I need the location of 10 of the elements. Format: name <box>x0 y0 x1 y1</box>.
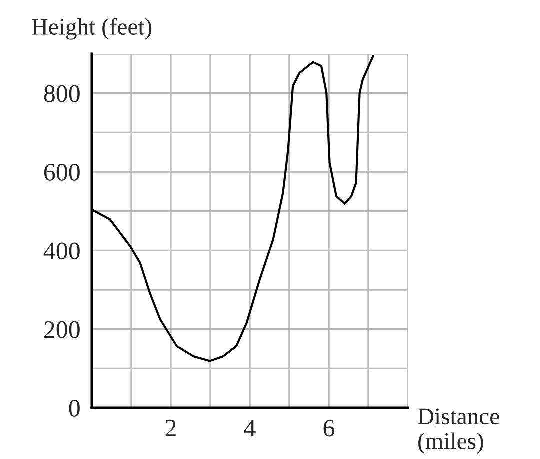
y-tick-label: 400 <box>44 242 80 260</box>
y-axis-title: Height (feet) <box>32 18 152 40</box>
y-tick-label: 800 <box>44 85 80 102</box>
x-tick-label: 4 <box>244 420 256 436</box>
y-tick-label: 200 <box>44 321 80 338</box>
x-tick-label: 6 <box>324 420 335 437</box>
x-tick-label: 2 <box>166 420 176 436</box>
y-tick-label: 0 <box>69 400 80 417</box>
y-tick-label: 600 <box>44 164 80 181</box>
x-axis-title: Distance (miles) <box>418 408 500 454</box>
